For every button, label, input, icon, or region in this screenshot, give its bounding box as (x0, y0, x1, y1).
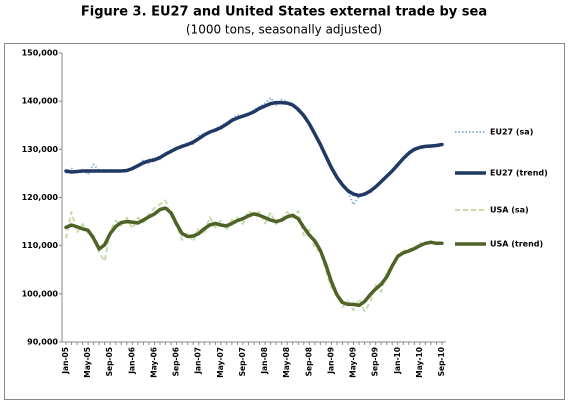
y-tick-label: 120,000 (22, 193, 59, 202)
x-tick-label: Jan-09 (326, 347, 335, 375)
legend-label: USA (sa) (490, 206, 529, 215)
series-line (65, 199, 443, 313)
x-tick-label: Jan-07 (194, 347, 203, 375)
y-tick-label: 110,000 (22, 241, 59, 250)
chart-subtitle: (1000 tons, seasonally adjusted) (186, 23, 382, 37)
x-tick-label: Sep-10 (437, 347, 446, 376)
x-tick-label: Sep-07 (238, 347, 247, 376)
y-tick-label: 90,000 (27, 338, 58, 347)
x-tick-label: Jan-06 (127, 347, 136, 375)
x-tick-label: May-07 (216, 347, 225, 378)
x-tick-label: Jan-10 (393, 347, 402, 375)
x-tick-label: Sep-08 (304, 347, 313, 376)
x-tick-label: May-09 (349, 347, 358, 378)
legend-label: USA (trend) (490, 240, 543, 249)
x-tick-label: Sep-06 (172, 347, 181, 376)
x-tick-label: Jan-05 (61, 347, 70, 375)
y-tick-label: 150,000 (22, 49, 59, 58)
series-line (65, 96, 442, 206)
chart-title: Figure 3. EU27 and United States externa… (81, 5, 487, 20)
x-tick-label: May-06 (149, 347, 158, 378)
chart-border (4, 43, 565, 400)
x-tick-label: Sep-09 (371, 347, 380, 376)
x-tick-label: May-08 (282, 347, 291, 378)
x-tick-label: May-05 (83, 347, 92, 378)
series-line (64, 206, 444, 308)
y-tick-label: 140,000 (22, 97, 59, 106)
y-tick-label: 100,000 (22, 289, 59, 298)
x-tick-label: Sep-05 (105, 347, 114, 376)
y-tick-label: 130,000 (22, 145, 59, 154)
x-tick-label: Jan-08 (260, 347, 269, 375)
legend-label: EU27 (trend) (490, 169, 548, 178)
x-tick-label: May-10 (415, 347, 424, 378)
legend-label: EU27 (sa) (490, 128, 533, 137)
series-line (64, 100, 444, 198)
